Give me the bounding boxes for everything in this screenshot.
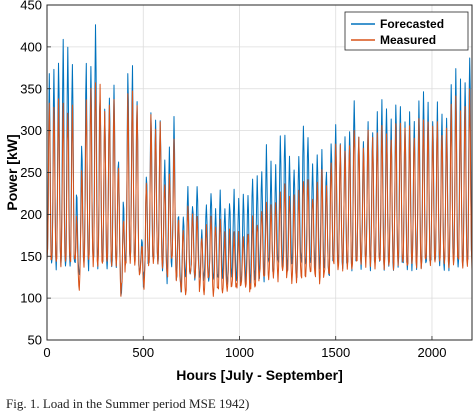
x-tick-label: 1500 xyxy=(321,345,350,360)
y-tick-label: 50 xyxy=(28,333,42,348)
y-tick-label: 350 xyxy=(20,81,42,96)
y-tick-label: 200 xyxy=(20,207,42,222)
y-tick-label: 150 xyxy=(20,249,42,264)
y-axis-ticks: 50 100 150 200 250 300 350 400 450 xyxy=(20,0,51,348)
y-tick-label: 450 xyxy=(20,0,42,13)
series-measured-line xyxy=(46,82,473,297)
y-tick-label: 300 xyxy=(20,123,42,138)
x-axis-ticks: 0 500 1000 1500 2000 xyxy=(43,336,446,360)
series-path-measured xyxy=(46,82,473,297)
y-tick-label: 250 xyxy=(20,165,42,180)
y-tick-label: 100 xyxy=(20,291,42,306)
x-tick-label: 1000 xyxy=(225,345,254,360)
x-axis-label: Hours [July - September] xyxy=(176,367,342,383)
legend-box xyxy=(344,11,469,51)
legend: Forecasted Measured xyxy=(344,11,469,51)
y-tick-label: 400 xyxy=(20,39,42,54)
x-tick-label: 0 xyxy=(43,345,50,360)
figure-caption: Fig. 1. Load in the Summer period MSE 19… xyxy=(6,396,250,411)
legend-label-measured: Measured xyxy=(380,33,436,47)
x-tick-label: 500 xyxy=(132,345,154,360)
x-tick-label: 2000 xyxy=(418,345,447,360)
legend-label-forecasted: Forecasted xyxy=(380,17,444,31)
y-axis-label: Power [kW] xyxy=(4,134,20,210)
